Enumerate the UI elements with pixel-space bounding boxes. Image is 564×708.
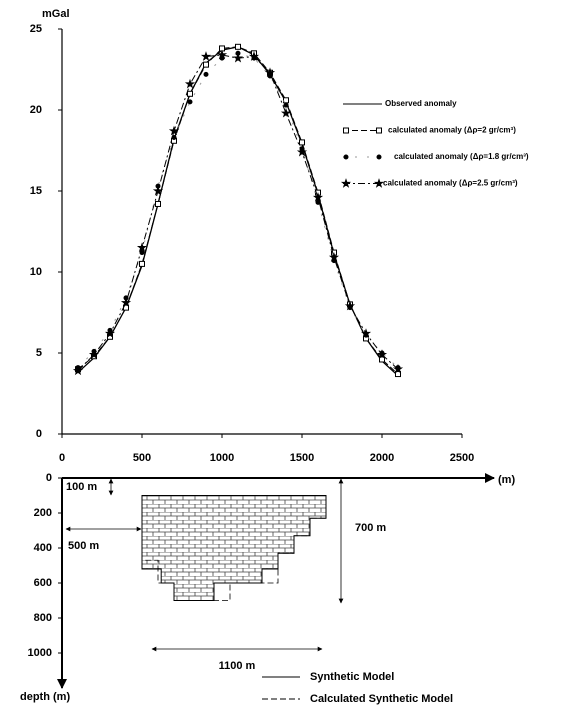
y-tick-label: 600 <box>34 577 52 589</box>
y-tick-label: 0 <box>36 428 42 440</box>
series-line <box>77 54 399 372</box>
legend-label: Synthetic Model <box>310 671 394 683</box>
legend-label: calculated anomaly (Δρ=2 gr/cm³) <box>388 126 516 135</box>
marker-square <box>299 139 305 146</box>
marker-dot <box>203 71 209 77</box>
y-tick-label: 25 <box>30 23 42 35</box>
marker-star <box>88 349 100 359</box>
y-tick-label: 800 <box>34 612 52 624</box>
annotation: 100 m <box>66 481 97 493</box>
series-line <box>77 46 399 377</box>
marker-star <box>280 107 292 118</box>
x-tick-label: 0 <box>59 452 65 464</box>
marker-star <box>248 51 260 61</box>
marker-star <box>168 125 180 136</box>
y-tick-label: 5 <box>36 347 42 359</box>
legend-label: calculated anomaly (Δρ=2.5 gr/cm³) <box>383 179 518 188</box>
x-tick-label: 500 <box>133 452 151 464</box>
marker-star <box>152 185 164 196</box>
marker-star <box>328 252 340 262</box>
marker-square <box>155 200 161 207</box>
legend-label: Calculated Synthetic Model <box>310 693 453 705</box>
marker-star <box>136 242 148 253</box>
legend-marker <box>340 178 352 188</box>
x-tick-label: 1500 <box>290 452 314 464</box>
annotation: 500 m <box>68 540 99 552</box>
y-tick-label: 1000 <box>28 647 52 659</box>
annotation: 1100 m <box>219 660 256 672</box>
y-tick-label: 20 <box>30 104 42 116</box>
y-axis-label: mGal <box>42 8 70 20</box>
marker-square <box>203 61 209 68</box>
marker-star <box>392 363 404 374</box>
series-line <box>77 52 399 368</box>
marker-star <box>296 146 308 157</box>
marker-dot <box>283 102 289 108</box>
marker-star <box>344 300 356 311</box>
x-tick-label: 1000 <box>210 452 234 464</box>
depth-axis-label: depth (m) <box>20 691 70 703</box>
marker-dot <box>315 199 321 205</box>
marker-star <box>216 49 228 60</box>
marker-square <box>395 371 401 378</box>
model-outline <box>141 495 327 601</box>
legend-label: calculated anomaly (Δρ=1.8 gr/cm³) <box>394 152 529 161</box>
y-tick-label: 200 <box>34 507 52 519</box>
model-outline <box>141 495 327 601</box>
y-tick-label: 400 <box>34 542 52 554</box>
marker-star <box>184 78 196 89</box>
marker-star <box>72 365 84 376</box>
y-tick-label: 10 <box>30 266 42 278</box>
y-tick-label: 0 <box>46 472 52 484</box>
legend-marker <box>373 178 385 188</box>
x-axis-label: (m) <box>498 474 515 486</box>
legend-label: Observed anomaly <box>385 99 457 108</box>
legend-marker <box>343 127 349 134</box>
legend-marker <box>343 154 349 160</box>
annotation: 700 m <box>355 522 386 534</box>
series-line <box>77 46 399 375</box>
marker-square <box>187 90 193 97</box>
legend-marker <box>376 154 382 160</box>
marker-star <box>264 67 276 78</box>
marker-star <box>120 297 132 308</box>
x-tick-label: 2000 <box>370 452 394 464</box>
marker-star <box>200 51 212 61</box>
marker-star <box>232 52 244 63</box>
marker-dot <box>187 99 193 105</box>
marker-square <box>379 356 385 363</box>
legend-marker <box>376 127 382 134</box>
marker-square <box>139 260 145 267</box>
x-tick-label: 2500 <box>450 452 474 464</box>
marker-star <box>376 349 388 359</box>
marker-star <box>104 328 116 338</box>
marker-star <box>360 328 372 338</box>
y-tick-label: 15 <box>30 185 42 197</box>
marker-star <box>312 192 324 202</box>
marker-square <box>235 43 241 50</box>
